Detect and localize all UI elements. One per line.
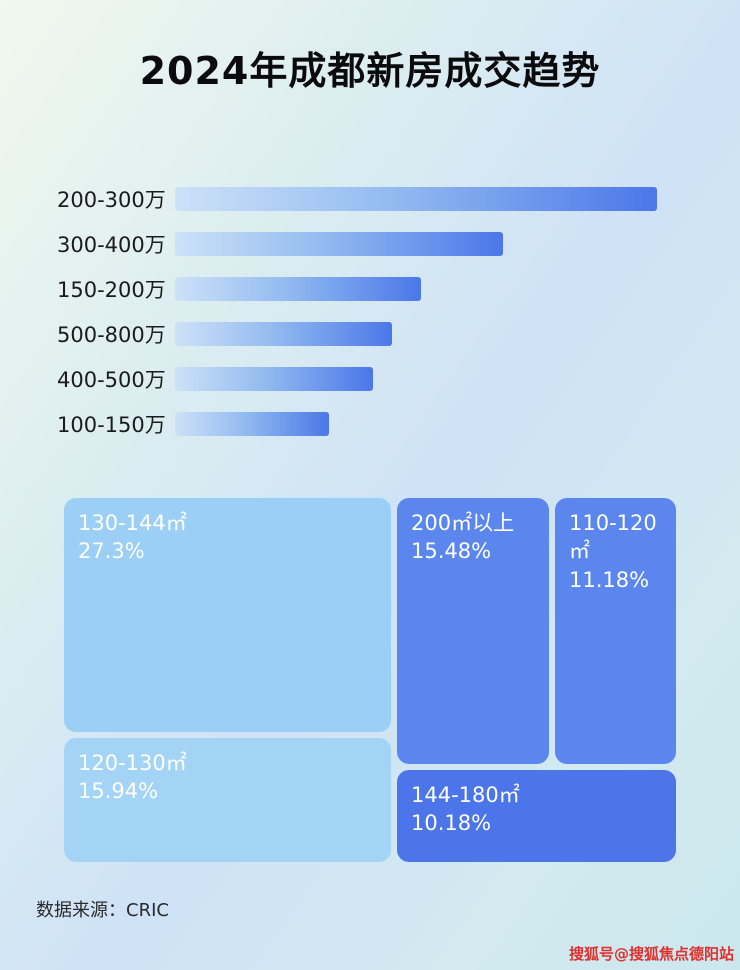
bar-track [175,232,657,256]
bar-label: 300-400万 [57,233,166,257]
bar-label: 400-500万 [57,368,166,392]
treemap-block-130-144: 130-144㎡ 27.3% [64,498,391,732]
bar [175,367,373,391]
bar-row: 150-200万 [57,277,683,302]
bar-row: 400-500万 [57,367,683,392]
price-bar-chart: 200-300万 300-400万 150-200万 500-800万 400- [57,187,683,457]
bar-track [175,187,657,211]
treemap-block-value: 15.48% [411,539,492,564]
bar [175,277,421,301]
bar-label: 150-200万 [57,278,166,302]
bar-row: 200-300万 [57,187,683,212]
treemap-block-label: 120-130㎡ [78,751,187,775]
bar-track [175,412,657,436]
treemap-block-value: 10.18% [411,811,492,836]
bar-row: 500-800万 [57,322,683,347]
bar [175,412,330,436]
bar-track [175,367,657,391]
treemap-block-label: 200㎡以上 [411,511,515,535]
area-treemap: 130-144㎡ 27.3% 120-130㎡ 15.94% 200㎡以上 15… [64,498,676,862]
bar-track [175,322,657,346]
data-source: 数据来源：CRIC [36,900,169,921]
treemap-block-110-120: 110-120㎡ 11.18% [555,498,676,764]
treemap-block-label: 110-120㎡ [569,511,657,564]
bar-track [175,277,657,301]
treemap-block-value: 15.94% [78,779,159,804]
treemap-block-120-130: 120-130㎡ 15.94% [64,738,391,862]
bar [175,322,392,346]
watermark: 搜狐号@搜狐焦点德阳站 [568,945,734,963]
treemap-block-200-plus: 200㎡以上 15.48% [397,498,549,764]
treemap-block-label: 130-144㎡ [78,511,187,535]
treemap-block-value: 11.18% [569,567,650,592]
page-title: 2024年成都新房成交趋势 [139,49,601,93]
bar-label: 500-800万 [57,323,166,347]
bar-row: 100-150万 [57,412,683,437]
bar [175,232,503,256]
bar-label: 200-300万 [57,188,166,212]
bar [175,187,657,211]
treemap-block-value: 27.3% [78,539,145,564]
bar-label: 100-150万 [57,413,166,437]
treemap-block-144-180: 144-180㎡ 10.18% [397,770,676,862]
bar-row: 300-400万 [57,232,683,257]
treemap-block-label: 144-180㎡ [411,783,520,807]
